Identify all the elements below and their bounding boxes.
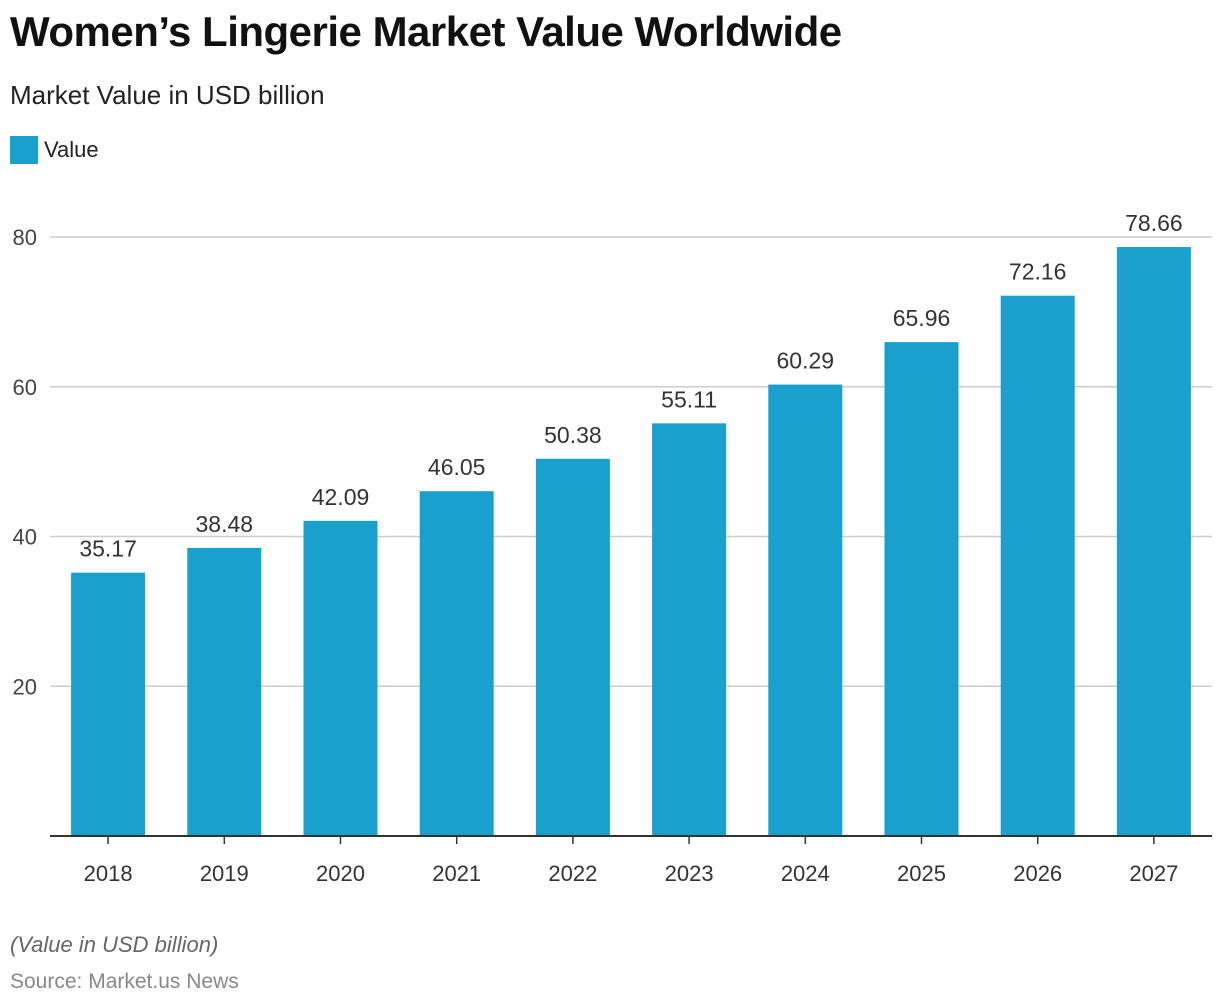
x-tick-label: 2021 <box>432 861 481 886</box>
y-tick-label: 80 <box>13 225 37 250</box>
bar-2019 <box>187 547 262 836</box>
y-tick-label: 20 <box>13 674 37 699</box>
bar-2023 <box>652 423 727 836</box>
x-tick-label: 2026 <box>1013 861 1062 886</box>
legend-swatch <box>10 136 38 164</box>
bar-2022 <box>535 458 610 836</box>
bar-2020 <box>303 520 378 836</box>
x-tick-label: 2019 <box>200 861 249 886</box>
bar-2027 <box>1116 247 1191 836</box>
source-credit: Source: Market.us News <box>10 970 239 993</box>
axes: 20 40 60 80 2018 2019 2020 2021 2022 2023 2024 2025… <box>13 225 1212 886</box>
x-tick-label: 2023 <box>665 861 714 886</box>
data-label: 65.96 <box>893 305 951 331</box>
y-tick-label: 40 <box>13 525 37 550</box>
bar-2024 <box>768 384 843 836</box>
bar-2026 <box>1000 295 1075 836</box>
chart-title: Women’s Lingerie Market Value Worldwide <box>10 8 842 55</box>
x-tick-label: 2022 <box>548 861 597 886</box>
data-label: 78.66 <box>1125 210 1183 236</box>
x-tick-label: 2018 <box>84 861 133 886</box>
footnote: (Value in USD billion) <box>10 932 219 957</box>
legend: Value <box>10 136 99 164</box>
data-label: 50.38 <box>544 422 602 448</box>
data-label: 35.17 <box>79 536 137 562</box>
data-label: 60.29 <box>777 348 835 374</box>
data-label: 55.11 <box>661 386 717 412</box>
bars <box>71 247 1191 836</box>
x-tick-label: 2027 <box>1129 861 1178 886</box>
data-labels: 35.17 38.48 42.09 46.05 50.38 55.11 60.29 65.96… <box>79 210 1182 562</box>
x-tick-label: 2024 <box>781 861 830 886</box>
bar-2025 <box>884 342 959 836</box>
data-label: 72.16 <box>1009 259 1067 285</box>
legend-label: Value <box>44 137 99 162</box>
x-tick-label: 2025 <box>897 861 946 886</box>
chart-subtitle: Market Value in USD billion <box>10 80 325 110</box>
y-tick-label: 60 <box>13 375 37 400</box>
data-label: 42.09 <box>312 484 370 510</box>
bar-2018 <box>71 572 146 836</box>
bar-2021 <box>419 491 494 836</box>
x-tick-label: 2020 <box>316 861 365 886</box>
data-label: 38.48 <box>196 511 254 537</box>
data-label: 46.05 <box>428 454 486 480</box>
